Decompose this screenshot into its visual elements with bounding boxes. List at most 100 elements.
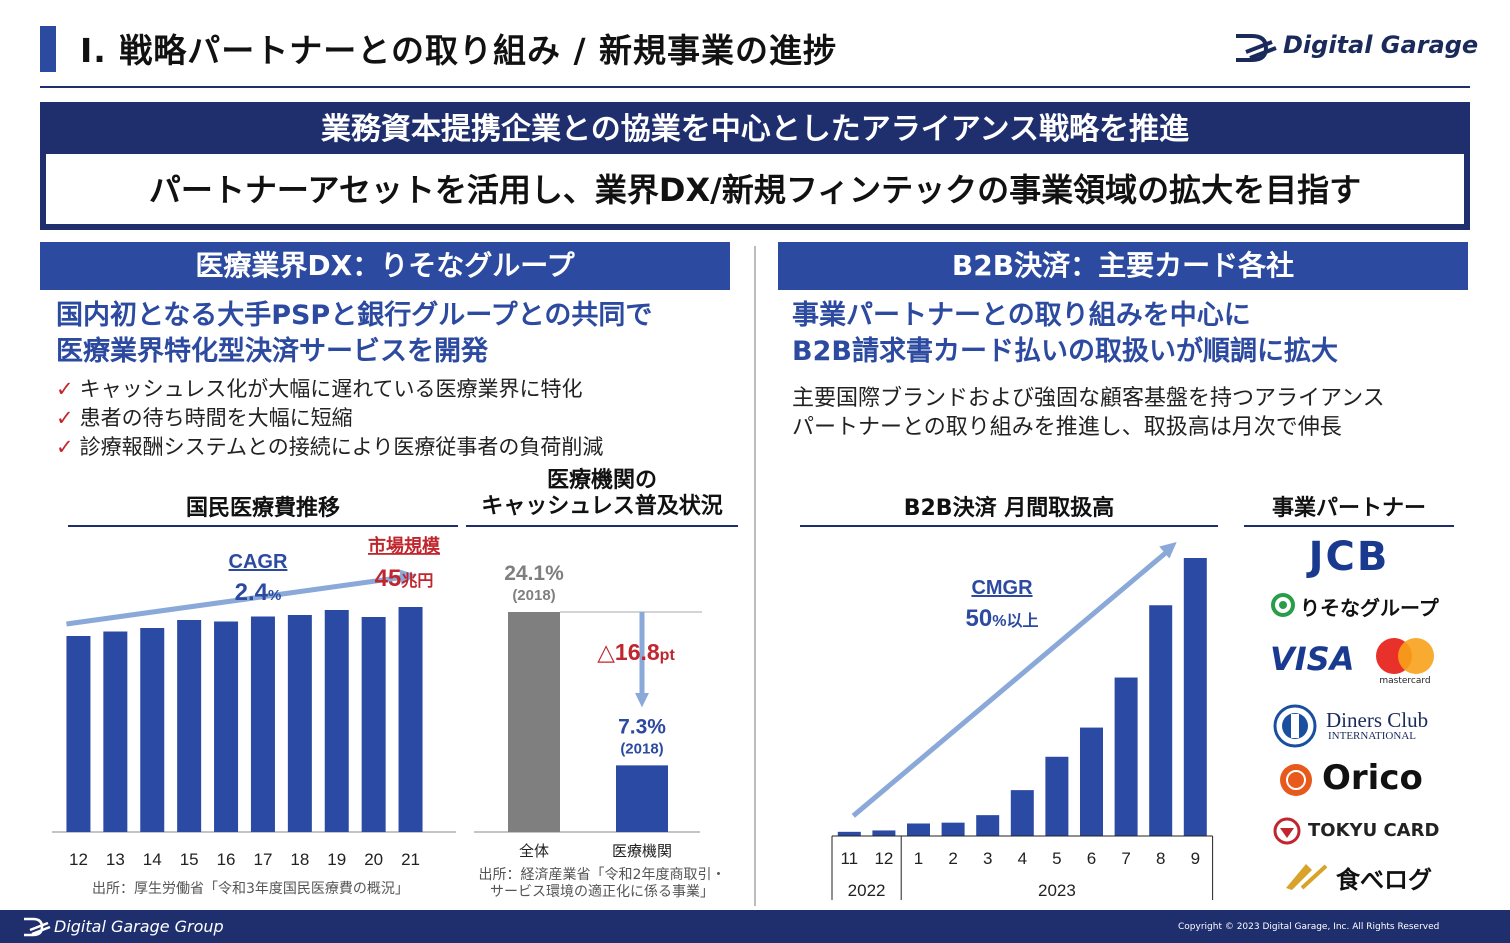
check-icon: ✓ (56, 406, 74, 430)
bar (941, 822, 965, 836)
tokyu-card-wordmark: TOKYU CARD (1308, 820, 1440, 841)
bar (250, 616, 275, 832)
x-tick-label: 3 (983, 849, 992, 868)
bar (66, 636, 91, 832)
right-body-line-1: 主要国際ブランドおよび強固な顧客基盤を持つアライアンス (792, 386, 1385, 411)
x-tick-label: 18 (290, 850, 309, 869)
bar (1183, 558, 1207, 836)
chart-source: 出所：厚生労働省「令和3年度国民医療費の概況」 (92, 881, 409, 897)
mastercard-wordmark: mastercard (1379, 676, 1431, 686)
bar (398, 607, 423, 832)
x-tick-label: 9 (1191, 849, 1200, 868)
trend-arrow (851, 550, 1169, 818)
data-label-year: (2018) (512, 587, 555, 604)
x-tick-label: 14 (143, 850, 162, 869)
medical-cost-chart-title: 国民医療費推移 (185, 496, 340, 521)
orico-wordmark: Orico (1322, 758, 1423, 798)
cagr-value: 2.4% (235, 579, 282, 606)
chart-title-rule (466, 525, 738, 527)
right-headline-1: 事業パートナーとの取り組みを中心に (792, 300, 1251, 331)
x-tick-label: 13 (106, 850, 125, 869)
bar (140, 628, 165, 832)
x-tick-label: 全体 (519, 842, 549, 860)
bar (837, 831, 861, 836)
x-tick-label: 12 (874, 849, 893, 868)
orico-logo-icon (1280, 764, 1312, 796)
bar (287, 615, 312, 832)
diners-club-subtext: INTERNATIONAL (1328, 730, 1416, 742)
bullet-item: ✓ 患者の待ち時間を大幅に短縮 (56, 406, 353, 430)
bar (1080, 727, 1103, 836)
bar (361, 617, 386, 832)
market-size-value: 45兆円 (375, 565, 434, 592)
medical-cost-chart: 12 13 14 15 16 17 18 19 20 21 CAGR 2.4% 市場規模 45兆円 (52, 535, 456, 869)
banner-subheadline: パートナーアセットを活用し、業界DX/新規フィンテックの事業領域の拡大を目指す (148, 171, 1362, 209)
diners-club-wordmark: Diners Club (1326, 708, 1429, 732)
banner-headline: 業務資本提携企業との協業を中心としたアライアンス戦略を推進 (321, 112, 1189, 147)
bullet-item: ✓ キャッシュレス化が大幅に遅れている医療業界に特化 (56, 377, 583, 401)
data-label-year: (2018) (620, 740, 663, 757)
footer-logo-icon (24, 917, 51, 937)
visa-logo: VISA (1270, 640, 1355, 678)
mastercard-logo-icon (1376, 638, 1434, 674)
page-title: Ⅰ. 戦略パートナーとの取り組み / 新規事業の進捗 (80, 31, 838, 70)
bar (1010, 790, 1034, 836)
banner-inner-box (46, 154, 1464, 224)
market-size-label: 市場規模 (368, 535, 441, 556)
x-tick-label: 21 (401, 850, 420, 869)
tabelog-wordmark: 食べログ (1336, 866, 1432, 894)
cmgr-value: 50%以上 (966, 605, 1039, 632)
check-icon: ✓ (56, 377, 74, 401)
bar (103, 631, 128, 832)
bar (907, 823, 930, 836)
digital-garage-logo-icon (1236, 34, 1277, 62)
decline-arrow-head (635, 692, 649, 708)
trend-arrow (66, 574, 405, 627)
partners-title: 事業パートナー (1271, 496, 1426, 521)
resona-logo: りそなグループ (1270, 590, 1460, 622)
x-tick-label: 6 (1087, 849, 1096, 868)
right-headline-2: B2B請求書カード払いの取扱いが順調に拡大 (792, 336, 1338, 367)
title-rule (40, 86, 1470, 88)
data-label: 24.1% (504, 562, 564, 585)
bar (976, 815, 1000, 836)
chart-title-rule (68, 525, 458, 527)
trend-arrow-head (399, 569, 417, 586)
x-tick-label: 4 (1018, 849, 1027, 868)
bar (324, 610, 349, 832)
bar (1114, 677, 1138, 836)
bar (616, 765, 668, 832)
trend-arrow-head (1159, 542, 1177, 559)
bar (1045, 756, 1069, 836)
left-headline-1: 国内初となる大手PSPと銀行グループとの共同で (56, 300, 653, 331)
copyright-text: Copyright © 2023 Digital Garage, Inc. Al… (1178, 922, 1440, 932)
year-label: 2022 (848, 881, 886, 900)
left-section-title: 医療業界DX：りそなグループ (40, 242, 730, 290)
x-tick-label: 8 (1156, 849, 1165, 868)
section-divider (754, 246, 756, 906)
title-accent-bar (40, 26, 56, 72)
cashless-chart-title: 医療機関の キャッシュレス普及状況 (481, 468, 723, 519)
difference-label: △16.8pt (597, 639, 675, 665)
data-label: 7.3% (618, 715, 666, 738)
bullet-item: ✓ 診療報酬システムとの接続により医療従事者の負荷削減 (56, 435, 604, 459)
footer-group-name: Digital Garage Group (54, 917, 224, 936)
right-body-line-2: パートナーとの取り組みを推進し、取扱高は月次で伸長 (792, 415, 1342, 440)
partners-title-rule (1244, 525, 1454, 527)
x-tick-label: 1 (914, 849, 923, 868)
x-tick-label: 医療機関 (612, 843, 672, 860)
year-label: 2023 (1038, 881, 1076, 900)
bar (508, 612, 560, 832)
x-tick-label: 17 (253, 850, 272, 869)
tabelog-logo-icon (1286, 864, 1328, 890)
bar (214, 621, 239, 832)
b2b-chart-title: B2B決済 月間取扱高 (903, 496, 1115, 521)
x-tick-label: 12 (69, 850, 88, 869)
chart-source: 出所：経済産業省「令和2年度商取引・ サービス環境の適正化に係る事業」 (478, 867, 726, 900)
x-tick-label: 16 (217, 850, 236, 869)
footer-bar (0, 910, 1510, 943)
x-tick-label: 2 (948, 849, 957, 868)
cagr-label: CAGR (229, 551, 288, 573)
cmgr-label: CMGR (971, 577, 1033, 599)
